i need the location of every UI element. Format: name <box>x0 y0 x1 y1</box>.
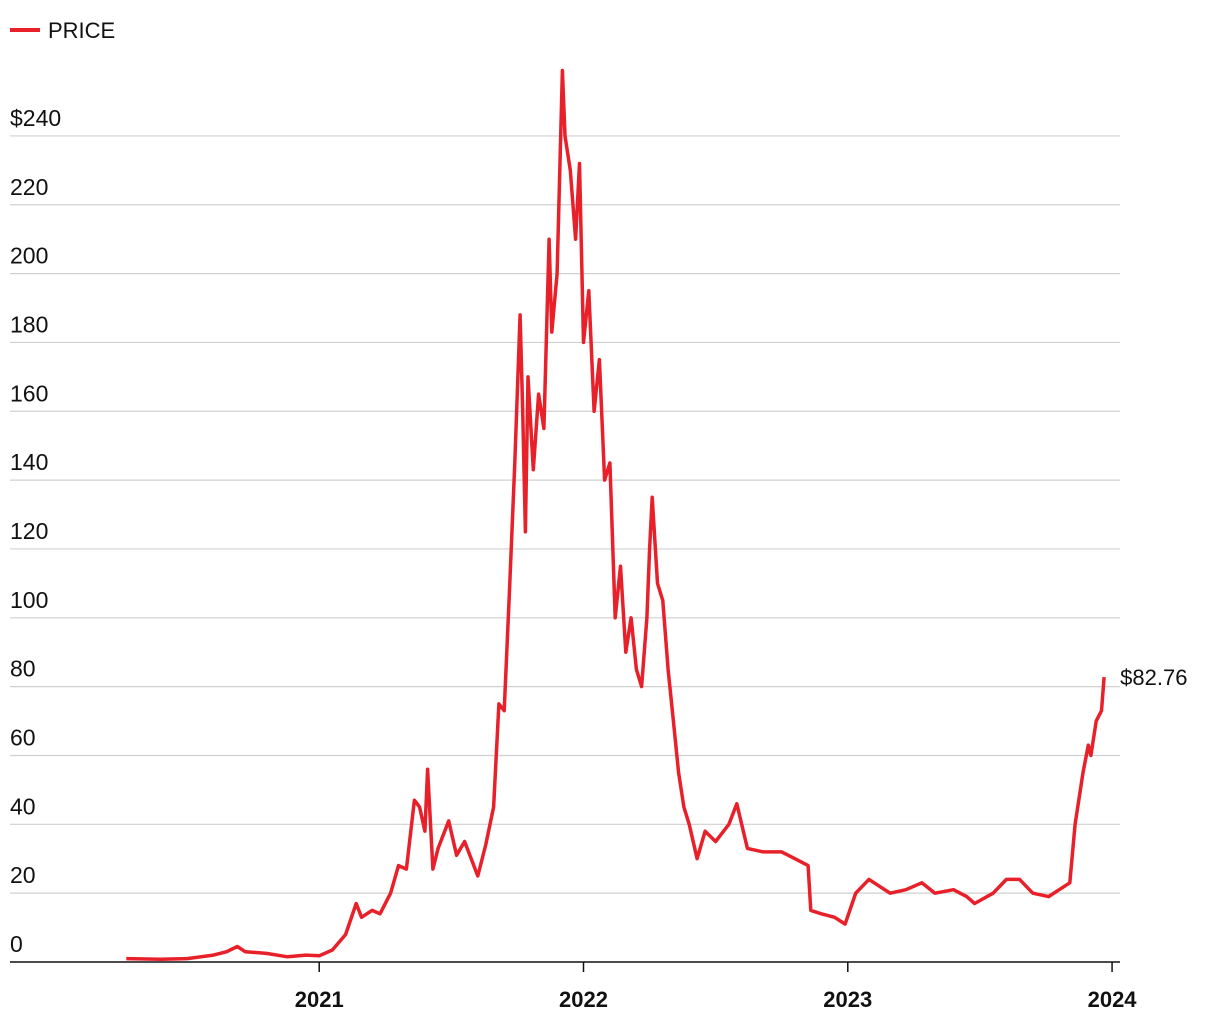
y-tick-label: 20 <box>10 862 36 888</box>
x-tick-label: 2023 <box>823 987 872 1012</box>
y-tick-label: 100 <box>10 587 48 613</box>
y-tick-label: $240 <box>10 105 61 131</box>
x-tick-label: 2021 <box>295 987 344 1012</box>
y-tick-label: 80 <box>10 656 36 682</box>
y-tick-label: 120 <box>10 518 48 544</box>
x-tick-label: 2024 <box>1088 987 1138 1012</box>
end-label: $82.76 <box>1120 665 1187 690</box>
y-tick-label: 140 <box>10 449 48 475</box>
y-tick-label: 200 <box>10 243 48 269</box>
y-tick-label: 60 <box>10 724 36 750</box>
y-tick-label: 40 <box>10 793 36 819</box>
y-tick-label: 160 <box>10 380 48 406</box>
y-tick-label: 180 <box>10 311 48 337</box>
legend-label: PRICE <box>48 18 115 43</box>
y-tick-label: 0 <box>10 931 23 957</box>
x-tick-label: 2022 <box>559 987 608 1012</box>
y-tick-label: 220 <box>10 174 48 200</box>
price-line <box>126 68 1106 961</box>
